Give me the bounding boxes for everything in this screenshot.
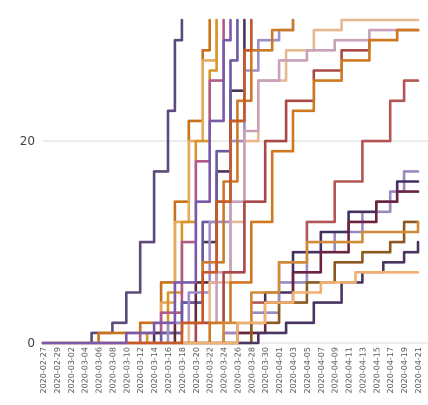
- x-tick-label: 2020-04-11: [345, 347, 354, 394]
- gridlines: [43, 140, 428, 344]
- series-line-23: [41, 18, 253, 345]
- x-tick-label: 2020-03-16: [164, 347, 173, 394]
- x-tick-label: 2020-03-28: [247, 347, 256, 394]
- x-tick-label: 2020-04-17: [386, 347, 395, 394]
- series-line-5: [41, 18, 225, 345]
- x-tick-label: 2020-02-27: [39, 347, 48, 394]
- x-tick-label: 2020-02-29: [53, 347, 62, 394]
- series-line-1: [41, 18, 184, 345]
- x-tick-label: 2020-03-12: [136, 347, 145, 394]
- series-line-7: [41, 18, 239, 345]
- x-tick-label: 2020-03-22: [206, 347, 215, 394]
- x-tick-label: 2020-04-05: [303, 347, 312, 394]
- x-tick-label: 2020-04-03: [289, 347, 298, 394]
- series-lines: [41, 18, 420, 345]
- series-line-4: [41, 18, 218, 345]
- x-tick-label: 2020-03-08: [108, 347, 117, 394]
- y-tick-label: 0: [27, 336, 35, 350]
- x-axis-ticks: 2020-02-27 2020-02-29 2020-03-02 2020-03-04…: [39, 347, 423, 394]
- x-tick-label: 2020-03-26: [233, 347, 242, 394]
- x-tick-label: 2020-04-21: [414, 347, 423, 394]
- x-tick-label: 2020-04-09: [331, 347, 340, 394]
- y-axis-ticks: 0 20: [20, 134, 35, 350]
- x-tick-label: 2020-04-13: [358, 347, 367, 394]
- series-line-24: [41, 18, 232, 345]
- x-tick-label: 2020-04-01: [275, 347, 284, 394]
- series-line-6: [41, 18, 246, 345]
- series-line-3: [41, 18, 218, 345]
- x-tick-label: 2020-04-15: [372, 347, 381, 394]
- x-tick-label: 2020-03-02: [67, 347, 76, 394]
- x-tick-label: 2020-03-30: [261, 347, 270, 394]
- x-tick-label: 2020-03-20: [192, 347, 201, 394]
- y-tick-label: 20: [20, 134, 35, 148]
- x-tick-label: 2020-04-19: [400, 347, 409, 394]
- x-tick-label: 2020-04-07: [317, 347, 326, 394]
- series-line-21: [41, 240, 420, 345]
- x-tick-label: 2020-03-04: [81, 347, 90, 394]
- x-tick-label: 2020-03-24: [220, 347, 229, 394]
- series-line-14: [41, 28, 420, 345]
- x-tick-label: 2020-03-14: [150, 347, 159, 394]
- series-line-8: [41, 18, 253, 345]
- x-tick-label: 2020-03-10: [122, 347, 131, 394]
- series-line-22: [41, 271, 420, 345]
- x-tick-label: 2020-03-06: [95, 347, 104, 394]
- series-line-20: [41, 220, 420, 345]
- x-tick-label: 2020-03-18: [178, 347, 187, 394]
